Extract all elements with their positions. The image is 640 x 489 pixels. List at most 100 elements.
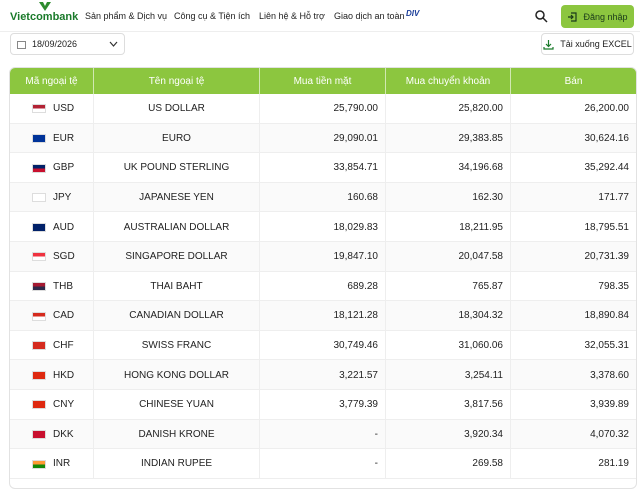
rate-value: 25,790.00 — [260, 94, 386, 124]
date-picker[interactable]: 18/09/2026 — [10, 33, 125, 55]
rate-value: 798.35 — [598, 280, 629, 292]
table-row — [10, 94, 636, 124]
currency-name: JAPANESE YEN — [94, 182, 260, 213]
rate-value: 20,731.39 — [584, 251, 630, 263]
flag-icon — [32, 311, 46, 321]
rate-value: - — [260, 449, 386, 479]
flag-icon — [32, 429, 46, 439]
table-row — [10, 242, 636, 272]
currency-name: SINGAPORE DOLLAR — [94, 242, 260, 272]
currency-code: CHF — [10, 330, 94, 361]
rate-value: 269.58 — [386, 449, 511, 479]
download-label: Tải xuống EXCEL — [560, 39, 632, 49]
table-row — [10, 301, 636, 331]
flag-icon — [32, 459, 46, 469]
currency-code: DKK — [10, 419, 94, 450]
rate-value: 35,292.44 — [584, 162, 630, 174]
logo[interactable]: Vietcombank — [10, 11, 79, 23]
currency-name: EURO — [94, 123, 260, 154]
rate-value: 26,200.00 — [584, 103, 630, 115]
column-header: Mua tiền mặt — [260, 68, 386, 94]
top-bar: Vietcombank Sản phẩm & Dịch vụ Công cụ &… — [0, 0, 640, 32]
rate-value: 31,060.06 — [386, 330, 511, 361]
table-row — [10, 153, 636, 183]
column-header: Mua chuyển khoản — [386, 68, 511, 94]
table-row — [10, 212, 636, 242]
rate-value: 25,820.00 — [386, 94, 511, 124]
rate-value: 765.87 — [386, 271, 511, 302]
flag-icon — [32, 193, 46, 203]
rate-value: 19,847.10 — [260, 242, 386, 272]
login-button[interactable]: Đăng nhập — [561, 5, 634, 28]
currency-code: USD — [10, 94, 94, 124]
rate-value: 29,090.01 — [260, 123, 386, 154]
currency-code: THB — [10, 271, 94, 302]
currency-name: HONG KONG DOLLAR — [94, 360, 260, 390]
rate-value: 34,196.68 — [386, 153, 511, 183]
flag-icon — [32, 370, 46, 380]
currency-code: JPY — [10, 182, 94, 213]
date-value: 18/09/2026 — [32, 39, 78, 49]
rate-value: 689.28 — [260, 271, 386, 302]
rate-value: 3,817.56 — [386, 390, 511, 420]
flag-icon — [32, 281, 46, 291]
logo-icon — [39, 2, 51, 11]
currency-name: AUSTRALIAN DOLLAR — [94, 212, 260, 242]
rate-value: 18,795.51 — [584, 221, 630, 233]
flag-icon — [32, 341, 46, 351]
rate-value: 3,221.57 — [260, 360, 386, 390]
column-header: Tên ngoại tệ — [94, 68, 260, 94]
download-button[interactable]: Tải xuống EXCEL — [541, 33, 634, 55]
rate-value: 30,749.46 — [260, 330, 386, 361]
menu-item[interactable]: Liên hệ & Hỗ trợ — [259, 11, 325, 21]
currency-name: US DOLLAR — [94, 94, 260, 124]
rate-value: 33,854.71 — [260, 153, 386, 183]
chevron-icon — [109, 41, 118, 47]
currency-name: SWISS FRANC — [94, 330, 260, 361]
rate-value: 162.30 — [386, 182, 511, 213]
search-icon[interactable] — [534, 9, 548, 23]
table-row — [10, 182, 636, 213]
column-header: Bán — [564, 75, 583, 87]
rate-value: - — [260, 419, 386, 450]
header-row — [10, 68, 636, 94]
currency-code: HKD — [10, 360, 94, 390]
currency-code: CNY — [10, 390, 94, 420]
menu-item[interactable]: Công cụ & Tiện ích — [174, 11, 251, 21]
flag-icon — [32, 133, 46, 143]
column-header: Mã ngoại tệ — [10, 68, 94, 94]
menu-item[interactable]: Sản phẩm & Dịch vụ — [85, 11, 168, 21]
rate-value: 281.19 — [598, 458, 629, 470]
table-row — [10, 123, 636, 154]
rate-value: 32,055.31 — [584, 340, 630, 352]
rate-value: 3,254.11 — [386, 360, 511, 390]
rate-value: 3,378.60 — [590, 369, 629, 381]
rate-value: 3,920.34 — [386, 419, 511, 450]
currency-name: CHINESE YUAN — [94, 390, 260, 420]
rate-value: 160.68 — [260, 182, 386, 213]
rate-value: 18,304.32 — [386, 301, 511, 331]
currency-name: UK POUND STERLING — [94, 153, 260, 183]
calendar-icon — [17, 40, 26, 49]
rate-value: 3,779.39 — [260, 390, 386, 420]
partner-logo: DIV — [406, 9, 420, 18]
rate-value: 18,121.28 — [260, 301, 386, 331]
rate-value: 18,029.83 — [260, 212, 386, 242]
menu-item[interactable]: Giao dịch an toàn — [334, 11, 405, 21]
rate-value: 18,211.95 — [386, 212, 511, 242]
download-icon — [543, 39, 554, 50]
currency-name: INDIAN RUPEE — [94, 449, 260, 479]
table-row — [10, 330, 636, 361]
flag-icon — [32, 252, 46, 262]
rate-value: 29,383.85 — [386, 123, 511, 154]
currency-code: EUR — [10, 123, 94, 154]
currency-code: GBP — [10, 153, 94, 183]
rate-value: 18,890.84 — [584, 310, 630, 322]
currency-code: CAD — [10, 301, 94, 331]
currency-code: AUD — [10, 212, 94, 242]
table-row — [10, 419, 636, 450]
flag-icon — [32, 222, 46, 232]
currency-code: INR — [10, 449, 94, 479]
rate-table: Mã ngoại tệ Tên ngoại tệ Mua tiền mặt Mua c… — [9, 67, 637, 489]
